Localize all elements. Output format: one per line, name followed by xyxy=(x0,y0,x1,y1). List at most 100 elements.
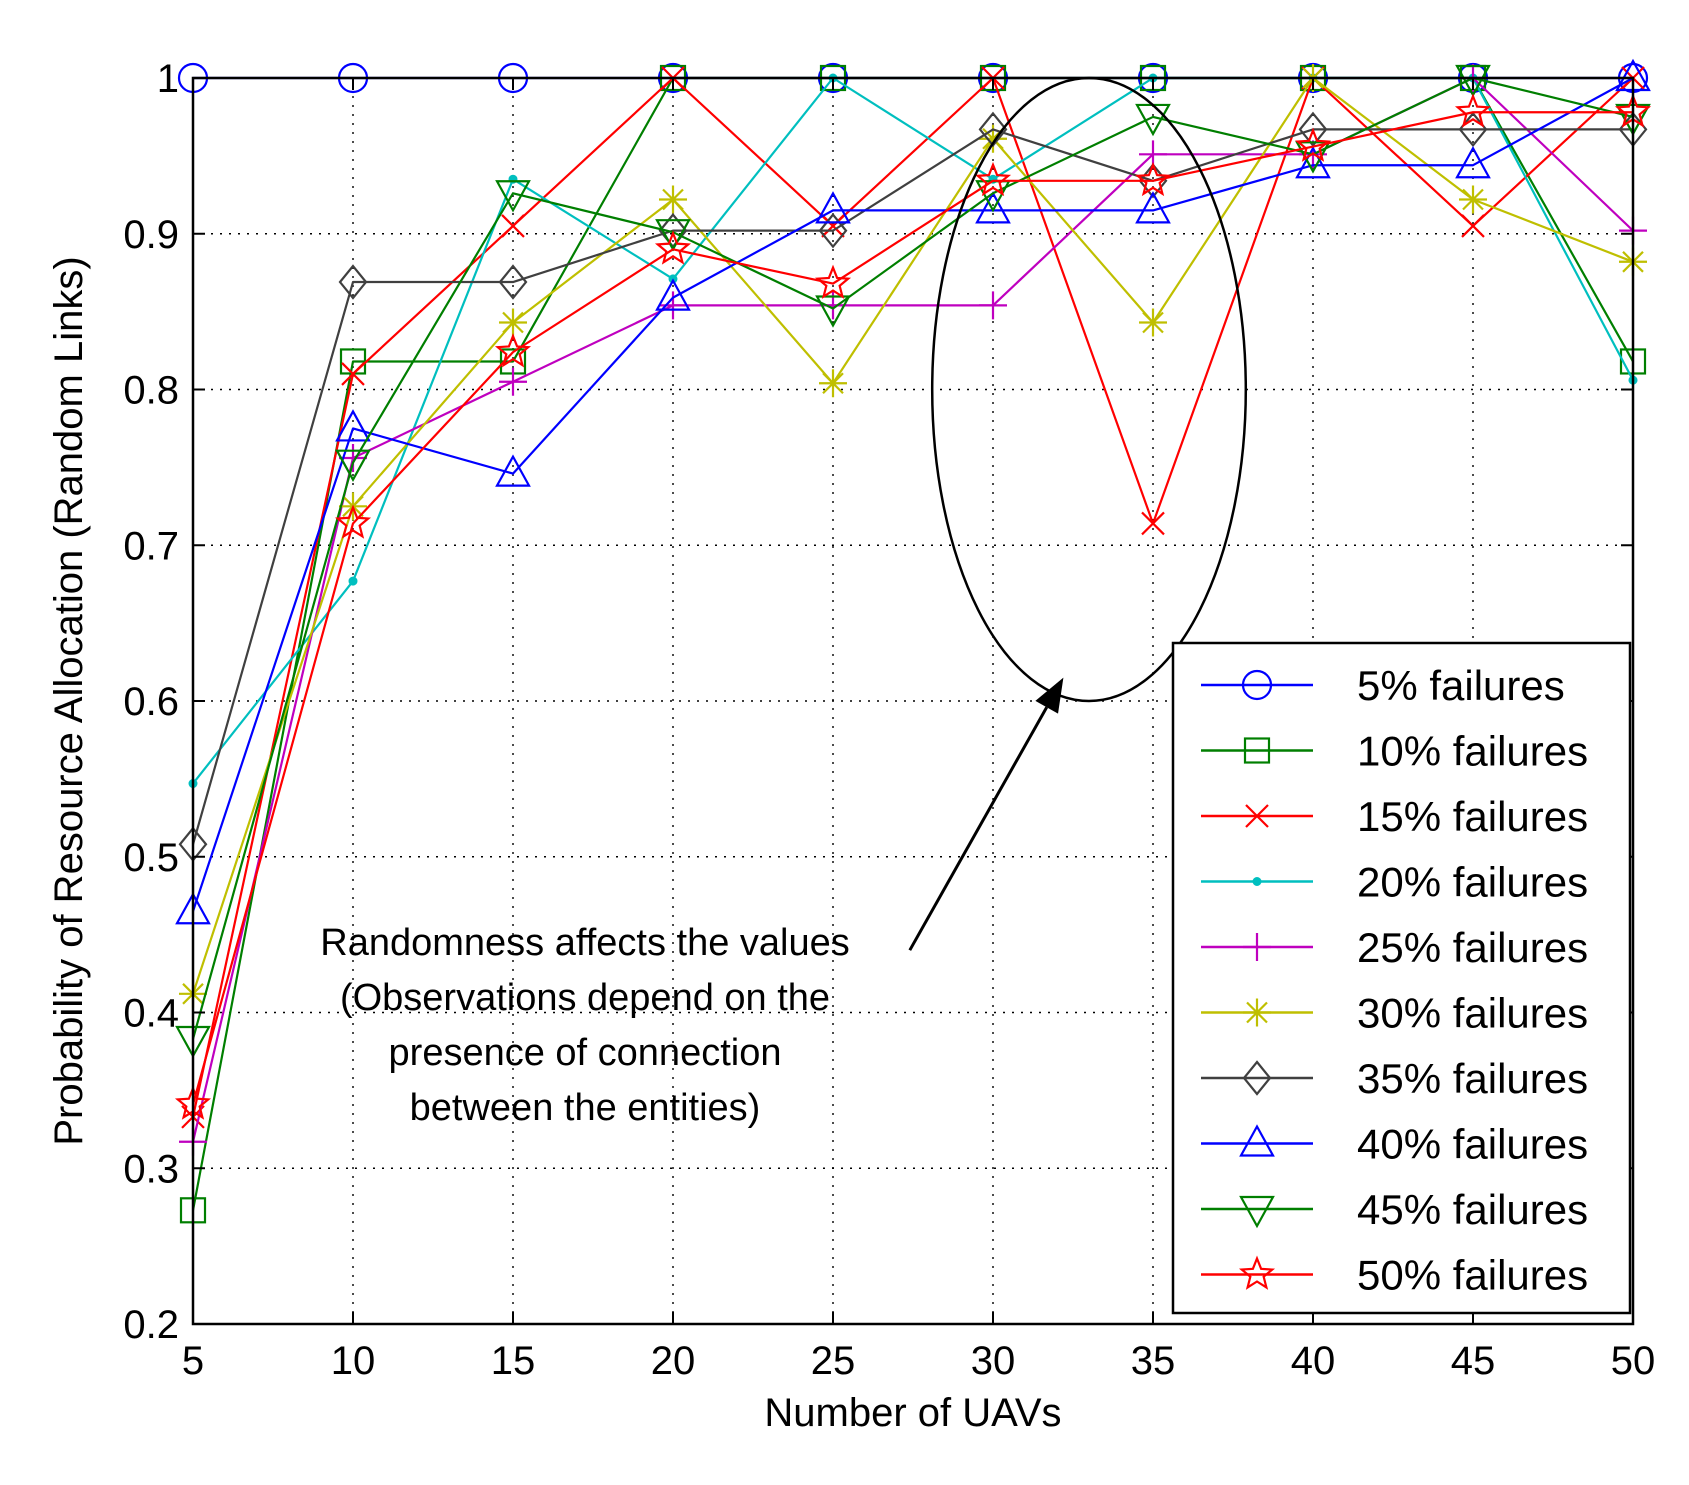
data-point xyxy=(495,180,531,213)
data-point xyxy=(499,367,527,396)
legend-label: 25% failures xyxy=(1357,924,1588,971)
data-point xyxy=(975,191,1011,224)
legend-entry: 50% failures xyxy=(1201,1252,1588,1299)
annotation-text-line: between the entities) xyxy=(410,1087,761,1129)
x-tick-label: 30 xyxy=(971,1339,1016,1383)
y-tick-label: 0.2 xyxy=(123,1303,179,1347)
legend-marker xyxy=(1245,804,1269,828)
data-point xyxy=(499,308,527,337)
data-point xyxy=(815,295,851,328)
legend-entry: 45% failures xyxy=(1201,1186,1588,1233)
data-point xyxy=(1455,145,1491,179)
data-point xyxy=(335,409,371,442)
legend-entry: 5% failures xyxy=(1201,662,1565,709)
legend-entry: 20% failures xyxy=(1201,859,1588,906)
legend-marker xyxy=(1242,1060,1272,1096)
annotation-arrow-head xyxy=(1035,677,1064,714)
data-point xyxy=(658,212,688,249)
annotation-arrow-shaft xyxy=(908,706,1049,951)
y-tick-label: 0.3 xyxy=(123,1147,179,1191)
legend-entry: 35% failures xyxy=(1201,1055,1588,1102)
legend-box xyxy=(1171,641,1632,1315)
data-point xyxy=(814,264,852,299)
data-point xyxy=(1295,145,1331,179)
y-tick-label: 0.8 xyxy=(123,369,179,413)
legend-label: 15% failures xyxy=(1357,793,1588,840)
legend-entry: 15% failures xyxy=(1201,793,1588,840)
y-axis-title: Probability of Resource Allocation (Rand… xyxy=(47,256,91,1145)
y-tick-label: 0.9 xyxy=(123,213,179,257)
y-tick-label: 0.6 xyxy=(123,680,179,724)
x-axis-title: Number of UAVs xyxy=(764,1391,1061,1435)
highlight-ellipse xyxy=(930,76,1248,703)
data-point xyxy=(335,449,371,482)
tick-layer: 5 10 15 20 25 30 35 40 45 50 0.2 0.3 0.4 0.5 0.6 0.7 0.8… xyxy=(123,57,1655,1383)
legend-marker xyxy=(1243,737,1271,764)
data-point xyxy=(1459,185,1487,214)
x-tick-label: 40 xyxy=(1291,1339,1336,1383)
legend-entry: 10% failures xyxy=(1201,728,1588,775)
x-tick-label: 15 xyxy=(491,1339,536,1383)
series-line xyxy=(191,76,1634,1118)
y-tick-label: 0.4 xyxy=(123,992,179,1036)
data-point xyxy=(1298,111,1328,148)
series-8 xyxy=(175,58,1651,925)
data-point xyxy=(1135,191,1171,224)
data-point xyxy=(1454,93,1492,128)
data-point xyxy=(1294,127,1332,162)
legend-label: 10% failures xyxy=(1357,728,1588,775)
x-tick-label: 50 xyxy=(1611,1339,1656,1383)
data-point xyxy=(495,454,531,487)
y-tick-label: 0.7 xyxy=(123,524,179,568)
legend-marker xyxy=(1243,998,1271,1027)
annotation-text-line: (Observations depend on the xyxy=(340,977,830,1019)
legend-label: 50% failures xyxy=(1357,1252,1588,1299)
data-point xyxy=(979,291,1007,320)
series-line xyxy=(191,77,1634,912)
legend-marker xyxy=(1252,877,1262,886)
data-point xyxy=(659,185,687,214)
legend-label: 35% failures xyxy=(1357,1055,1588,1102)
data-point xyxy=(1139,308,1167,337)
x-tick-label: 35 xyxy=(1131,1339,1176,1383)
data-point xyxy=(815,191,851,224)
legend-marker xyxy=(1239,1195,1275,1229)
series-line xyxy=(191,111,1633,1105)
x-tick-label: 5 xyxy=(182,1339,204,1383)
y-tick-label: 0.5 xyxy=(123,836,179,880)
data-point xyxy=(655,278,691,311)
data-point xyxy=(338,264,368,300)
series-line xyxy=(191,76,1634,995)
data-point xyxy=(654,230,692,265)
data-point xyxy=(494,333,532,368)
series-10 xyxy=(174,93,1652,1120)
data-point xyxy=(341,362,365,386)
data-point xyxy=(818,212,848,249)
annotation-text-line: Randomness affects the values xyxy=(320,922,850,964)
legend-marker xyxy=(1241,669,1273,701)
data-point xyxy=(334,504,372,539)
x-tick-label: 25 xyxy=(811,1339,856,1383)
data-point xyxy=(1461,214,1485,238)
legend-label: 5% failures xyxy=(1357,662,1565,709)
legend-entry: 40% failures xyxy=(1201,1121,1588,1168)
data-point xyxy=(501,214,525,238)
data-point xyxy=(1141,511,1165,536)
legend-marker xyxy=(1238,1255,1276,1290)
data-point xyxy=(974,161,1012,197)
series-line xyxy=(191,76,1634,1040)
annotation-layer: Randomness affects the values (Observatio… xyxy=(320,76,1248,1129)
data-point xyxy=(1455,64,1491,98)
x-tick-label: 45 xyxy=(1451,1339,1496,1383)
x-tick-label: 10 xyxy=(331,1339,376,1383)
data-point xyxy=(1134,161,1172,197)
data-point xyxy=(348,576,358,586)
legend-label: 20% failures xyxy=(1357,859,1588,906)
data-point xyxy=(979,124,1007,153)
legend-marker xyxy=(1243,933,1271,961)
legend-label: 30% failures xyxy=(1357,990,1588,1037)
annotation-text-line: presence of connection xyxy=(389,1032,782,1074)
data-point xyxy=(819,369,847,398)
